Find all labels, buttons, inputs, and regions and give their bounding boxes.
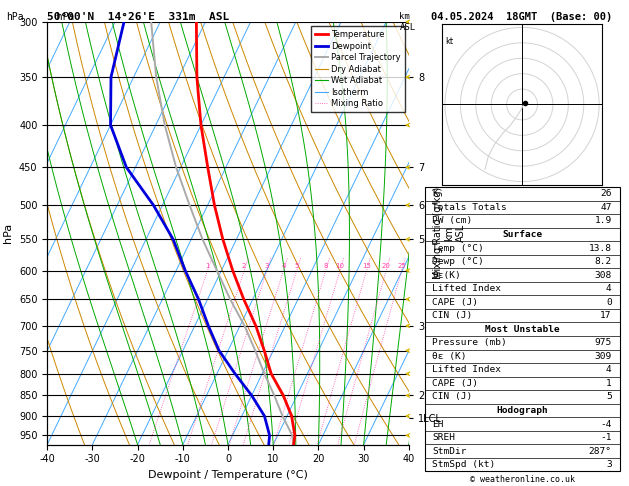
Text: Surface: Surface xyxy=(502,230,542,239)
Text: -4: -4 xyxy=(600,419,612,429)
Text: © weatheronline.co.uk: © weatheronline.co.uk xyxy=(470,474,574,484)
Text: 2: 2 xyxy=(242,263,247,269)
Y-axis label: hPa: hPa xyxy=(3,223,13,243)
Text: θε(K): θε(K) xyxy=(432,271,461,279)
Text: 3: 3 xyxy=(265,263,269,269)
Text: 20: 20 xyxy=(382,263,391,269)
Text: K: K xyxy=(432,190,438,198)
Y-axis label: km
ASL: km ASL xyxy=(445,224,466,243)
Text: 47: 47 xyxy=(600,203,612,212)
Text: 8.2: 8.2 xyxy=(594,257,612,266)
Text: 4: 4 xyxy=(281,263,286,269)
Text: 5: 5 xyxy=(294,263,299,269)
Text: 4: 4 xyxy=(606,284,612,293)
Text: 5: 5 xyxy=(606,393,612,401)
Text: kt: kt xyxy=(445,36,453,46)
Text: Totals Totals: Totals Totals xyxy=(432,203,507,212)
Text: 1.9: 1.9 xyxy=(594,216,612,226)
Text: Dewp (°C): Dewp (°C) xyxy=(432,257,484,266)
Text: -1: -1 xyxy=(600,433,612,442)
Text: 26: 26 xyxy=(600,190,612,198)
Text: Most Unstable: Most Unstable xyxy=(485,325,559,334)
Text: Lifted Index: Lifted Index xyxy=(432,365,501,374)
Text: 04.05.2024  18GMT  (Base: 00): 04.05.2024 18GMT (Base: 00) xyxy=(431,12,613,22)
Text: Lifted Index: Lifted Index xyxy=(432,284,501,293)
Text: CIN (J): CIN (J) xyxy=(432,393,472,401)
Text: StmDir: StmDir xyxy=(432,447,467,455)
Text: 4: 4 xyxy=(606,365,612,374)
Text: 10: 10 xyxy=(335,263,345,269)
Text: 287°: 287° xyxy=(589,447,612,455)
Text: 13.8: 13.8 xyxy=(589,243,612,253)
Text: StmSpd (kt): StmSpd (kt) xyxy=(432,460,496,469)
Text: Temp (°C): Temp (°C) xyxy=(432,243,484,253)
Text: SREH: SREH xyxy=(432,433,455,442)
Text: 308: 308 xyxy=(594,271,612,279)
Text: 975: 975 xyxy=(594,338,612,347)
Text: 17: 17 xyxy=(600,311,612,320)
Text: 8: 8 xyxy=(323,263,328,269)
Legend: Temperature, Dewpoint, Parcel Trajectory, Dry Adiabat, Wet Adiabat, Isotherm, Mi: Temperature, Dewpoint, Parcel Trajectory… xyxy=(311,26,404,112)
Text: PW (cm): PW (cm) xyxy=(432,216,472,226)
Text: Hodograph: Hodograph xyxy=(496,406,548,415)
Text: CIN (J): CIN (J) xyxy=(432,311,472,320)
Text: 25: 25 xyxy=(398,263,406,269)
Text: 309: 309 xyxy=(594,352,612,361)
Text: 15: 15 xyxy=(362,263,371,269)
Text: Pressure (mb): Pressure (mb) xyxy=(432,338,507,347)
Text: 0: 0 xyxy=(606,298,612,307)
Text: CAPE (J): CAPE (J) xyxy=(432,298,479,307)
Text: CAPE (J): CAPE (J) xyxy=(432,379,479,388)
Text: hPa: hPa xyxy=(47,12,74,22)
Text: hPa: hPa xyxy=(6,12,24,22)
Text: θε (K): θε (K) xyxy=(432,352,467,361)
Text: 1: 1 xyxy=(205,263,210,269)
Text: Mixing Ratio (g/kg): Mixing Ratio (g/kg) xyxy=(433,187,443,279)
Text: km
ASL: km ASL xyxy=(399,12,416,32)
X-axis label: Dewpoint / Temperature (°C): Dewpoint / Temperature (°C) xyxy=(148,470,308,480)
Text: 3: 3 xyxy=(606,460,612,469)
Text: EH: EH xyxy=(432,419,444,429)
Text: 50°00'N  14°26'E  331m  ASL: 50°00'N 14°26'E 331m ASL xyxy=(47,12,230,22)
Text: 1: 1 xyxy=(606,379,612,388)
